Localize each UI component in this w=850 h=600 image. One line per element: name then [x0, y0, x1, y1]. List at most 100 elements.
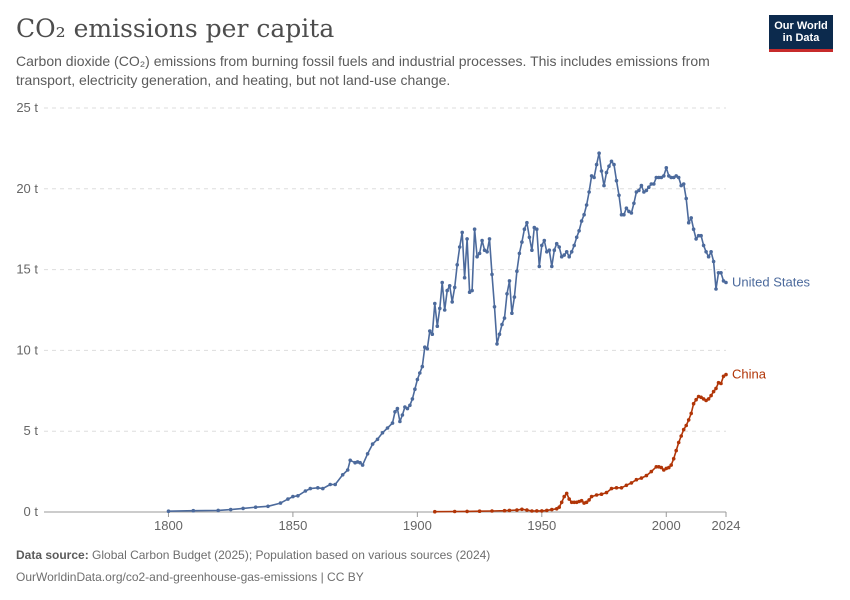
data-point	[567, 497, 571, 501]
data-point	[597, 151, 601, 155]
data-point	[530, 509, 534, 513]
data-point	[714, 386, 718, 391]
data-point	[348, 458, 353, 463]
data-point	[684, 196, 688, 201]
series-line-china	[434, 373, 727, 513]
x-tick-label: 1850	[278, 518, 307, 533]
data-point	[502, 508, 507, 513]
series-label: China	[732, 367, 767, 382]
data-point	[530, 248, 534, 252]
data-point	[418, 371, 422, 375]
data-point	[564, 491, 569, 496]
data-point	[457, 245, 462, 249]
data-point	[617, 193, 621, 198]
data-point	[592, 175, 596, 180]
data-source: Data source: Global Carbon Budget (2025)…	[16, 548, 490, 562]
data-point	[582, 212, 586, 217]
data-point	[709, 250, 713, 254]
data-point	[440, 280, 445, 285]
data-point	[612, 162, 616, 167]
data-point	[689, 216, 693, 220]
data-point	[540, 509, 544, 513]
data-point	[674, 448, 678, 453]
data-point	[562, 253, 566, 257]
data-point	[545, 508, 549, 513]
data-point	[525, 508, 529, 512]
source-url[interactable]: OurWorldinData.org/co2-and-greenhouse-ga…	[16, 570, 364, 584]
data-point	[724, 372, 728, 377]
data-point	[686, 418, 691, 422]
data-point	[624, 483, 629, 488]
data-point	[584, 203, 589, 207]
data-point	[340, 473, 345, 477]
data-point	[393, 410, 397, 414]
data-point	[445, 288, 450, 293]
data-point	[487, 237, 492, 241]
data-point	[241, 506, 245, 511]
data-point	[599, 169, 604, 173]
data-point	[599, 492, 604, 497]
data-point	[527, 235, 532, 240]
data-point	[649, 469, 654, 474]
data-point	[400, 413, 405, 417]
y-tick-label: 25 t	[16, 100, 38, 115]
data-point	[701, 243, 706, 248]
data-point	[452, 285, 457, 290]
data-point	[485, 250, 489, 254]
data-point	[253, 505, 258, 510]
data-point	[328, 482, 333, 487]
data-point	[442, 308, 447, 312]
data-point	[659, 465, 664, 470]
data-point	[507, 279, 512, 283]
data-point	[607, 164, 611, 168]
source-text: Global Carbon Budget (2025); Population …	[92, 548, 491, 562]
data-point	[480, 238, 484, 243]
y-tick-label: 15 t	[16, 262, 38, 277]
data-point	[662, 174, 666, 178]
data-point	[557, 505, 561, 510]
data-point	[711, 389, 716, 394]
data-point	[609, 486, 614, 491]
x-tick-label: 1900	[403, 518, 432, 533]
series-layer	[166, 151, 728, 514]
data-point	[522, 227, 527, 231]
series-label: United States	[732, 275, 811, 290]
data-point	[691, 401, 696, 406]
data-point	[639, 476, 644, 480]
data-point	[472, 227, 477, 231]
data-point	[465, 509, 469, 514]
data-point	[704, 250, 708, 254]
data-point	[475, 254, 479, 259]
data-point	[525, 220, 529, 225]
data-point	[669, 175, 673, 180]
y-tick-label: 20 t	[16, 181, 38, 196]
data-point	[589, 494, 594, 499]
data-point	[321, 486, 325, 491]
data-point	[296, 494, 300, 498]
data-point	[604, 490, 609, 495]
data-point	[706, 254, 711, 259]
data-point	[569, 250, 574, 254]
data-point	[572, 243, 576, 248]
data-point	[559, 500, 564, 505]
data-point	[691, 227, 696, 231]
data-point	[433, 301, 437, 306]
data-point	[629, 481, 634, 485]
data-point	[587, 498, 591, 502]
data-point	[594, 493, 599, 497]
data-point	[517, 251, 522, 256]
data-point	[689, 411, 693, 416]
data-point	[552, 248, 557, 252]
owid-logo[interactable]: Our World in Data	[769, 15, 833, 52]
x-tick-label: 1800	[154, 518, 183, 533]
data-point	[535, 227, 539, 231]
data-point	[584, 500, 589, 505]
data-point	[452, 509, 457, 514]
chart-title: CO₂ emissions per capita	[16, 14, 335, 43]
data-point	[644, 473, 649, 478]
data-point	[542, 238, 547, 243]
data-point	[502, 316, 507, 320]
data-point	[676, 440, 681, 445]
data-point	[562, 494, 566, 499]
data-point	[622, 212, 626, 217]
